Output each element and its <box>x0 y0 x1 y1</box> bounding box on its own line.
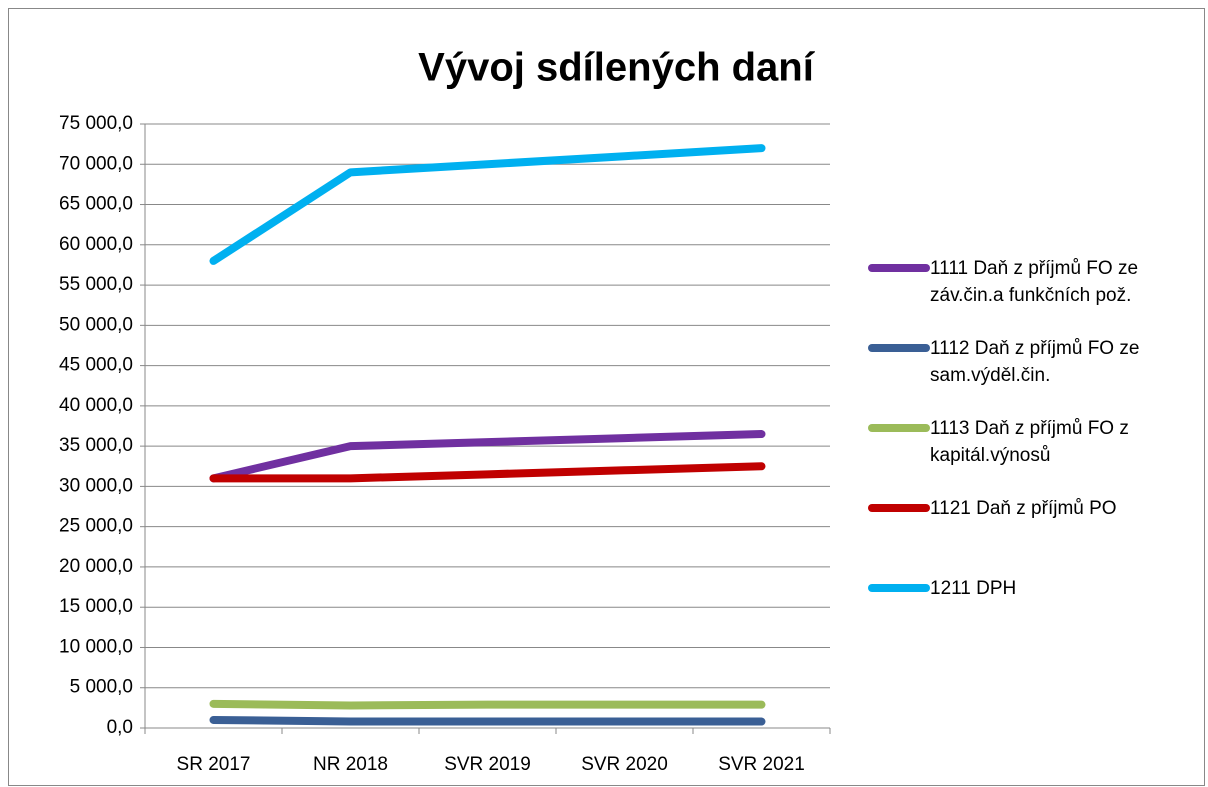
y-tick-label: 70 000,0 <box>59 153 133 174</box>
y-tick-label: 30 000,0 <box>59 475 133 496</box>
x-tick-label: SR 2017 <box>177 754 251 775</box>
y-tick-label: 40 000,0 <box>59 395 133 416</box>
series-line <box>209 699 766 710</box>
y-tick-label: 5 000,0 <box>70 677 133 698</box>
legend-label: 1111 Daň z příjmů FO ze záv.čin.a funkčn… <box>930 258 1139 306</box>
x-tick-label: SVR 2019 <box>444 754 531 775</box>
y-tick-label: 0,0 <box>107 717 133 738</box>
y-tick-label: 15 000,0 <box>59 596 133 617</box>
series-line <box>209 715 766 726</box>
legend-item: 1211 DPH <box>868 575 1198 602</box>
y-tick-label: 55 000,0 <box>59 274 133 295</box>
y-tick-label: 25 000,0 <box>59 516 133 537</box>
legend-item: 1112 Daň z příjmů FO ze sam.výděl.čin. <box>868 335 1198 389</box>
legend-swatch <box>868 584 930 592</box>
series-line <box>209 462 766 483</box>
x-tick-label: NR 2018 <box>313 754 388 775</box>
series-line <box>209 144 766 265</box>
x-tick-label: SVR 2020 <box>581 754 668 775</box>
y-tick-label: 35 000,0 <box>59 435 133 456</box>
series-line <box>209 430 766 483</box>
y-tick-label: 45 000,0 <box>59 355 133 376</box>
legend-item: 1121 Daň z příjmů PO <box>868 495 1198 522</box>
legend-label: 1121 Daň z příjmů PO <box>930 498 1117 519</box>
y-tick-label: 50 000,0 <box>59 314 133 335</box>
y-tick-label: 75 000,0 <box>59 113 133 134</box>
legend-label: 1113 Daň z příjmů FO z kapitál.výnosů <box>930 418 1129 466</box>
y-tick-label: 60 000,0 <box>59 234 133 255</box>
legend-swatch <box>868 264 930 272</box>
legend-label: 1112 Daň z příjmů FO ze sam.výděl.čin. <box>930 338 1140 386</box>
legend-swatch <box>868 504 930 512</box>
chart-border <box>8 8 1205 786</box>
x-tick-label: SVR 2021 <box>718 754 805 775</box>
legend-swatch <box>868 344 930 352</box>
legend-swatch <box>868 424 930 432</box>
chart-title: Vývoj sdílených daní <box>418 46 816 90</box>
y-tick-label: 10 000,0 <box>59 636 133 657</box>
legend-label: 1211 DPH <box>930 578 1017 599</box>
y-tick-label: 20 000,0 <box>59 556 133 577</box>
y-tick-label: 65 000,0 <box>59 194 133 215</box>
legend-item: 1113 Daň z příjmů FO z kapitál.výnosů <box>868 415 1198 469</box>
legend-item: 1111 Daň z příjmů FO ze záv.čin.a funkčn… <box>868 255 1198 309</box>
